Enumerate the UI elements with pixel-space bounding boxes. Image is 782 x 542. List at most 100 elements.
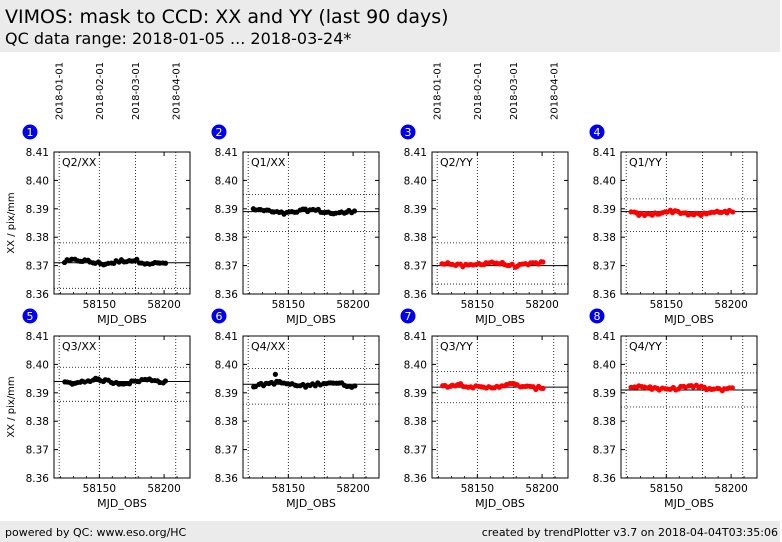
plot-frame <box>53 151 191 295</box>
y-tick-label: 8.40 <box>593 359 616 371</box>
plot-frame <box>53 335 191 479</box>
x-tick-label: 58150 <box>272 299 305 311</box>
plot-frame <box>431 151 569 295</box>
date-tick-label: 2018-02-01 <box>473 62 484 120</box>
data-point <box>352 383 358 389</box>
x-tick-label: 58200 <box>147 483 180 495</box>
x-tick-label: 58200 <box>525 483 558 495</box>
y-tick-label: 8.41 <box>26 331 49 343</box>
y-tick-label: 8.37 <box>215 445 238 457</box>
y-tick-label: 8.39 <box>215 388 238 400</box>
data-point <box>730 209 736 215</box>
y-tick-label: 8.40 <box>404 359 427 371</box>
x-tick-label: 58200 <box>336 299 369 311</box>
x-axis-label: MJD_OBS <box>475 497 525 510</box>
y-tick-label: 8.37 <box>404 261 427 273</box>
panel-label: Q2/XX <box>62 156 97 169</box>
x-axis-label: MJD_OBS <box>286 497 336 510</box>
x-axis-label: MJD_OBS <box>664 497 714 510</box>
panel-badge-number: 2 <box>216 126 223 139</box>
plot-frame <box>242 151 380 295</box>
y-tick-label: 8.38 <box>404 416 427 428</box>
x-tick-label: 58200 <box>525 299 558 311</box>
y-tick-label: 8.38 <box>215 232 238 244</box>
plot-frame <box>620 151 758 295</box>
y-tick-label: 8.36 <box>26 289 50 301</box>
y-tick-label: 8.37 <box>215 261 238 273</box>
panel-badge-number: 8 <box>594 310 601 323</box>
panel-label: Q4/XX <box>251 340 286 353</box>
date-tick-label: 2018-04-01 <box>171 62 182 120</box>
y-tick-label: 8.37 <box>26 261 49 273</box>
date-tick-label: 2018-02-01 <box>95 62 106 120</box>
panel-label: Q3/XX <box>62 340 97 353</box>
panel-badge-number: 3 <box>405 126 412 139</box>
data-point <box>540 259 546 265</box>
header-bar: VIMOS: mask to CCD: XX and YY (last 90 d… <box>0 0 780 52</box>
x-tick-label: 58150 <box>650 299 683 311</box>
date-tick-label: 2018-01-01 <box>55 62 66 120</box>
footer-created-by: created by trendPlotter v3.7 on 2018-04-… <box>481 526 778 539</box>
panel-badge-number: 7 <box>405 310 412 323</box>
y-tick-label: 8.36 <box>215 289 239 301</box>
panel-badge <box>400 124 416 140</box>
x-tick-label: 58200 <box>714 483 747 495</box>
y-tick-label: 8.36 <box>215 473 239 485</box>
y-tick-label: 8.39 <box>593 204 616 216</box>
panel-badge-number: 1 <box>27 126 34 139</box>
y-tick-label: 8.39 <box>26 204 49 216</box>
y-tick-label: 8.39 <box>404 204 427 216</box>
panel-badge <box>22 308 38 324</box>
x-tick-label: 58150 <box>272 483 305 495</box>
x-axis-label: MJD_OBS <box>664 313 714 326</box>
y-tick-label: 8.36 <box>404 289 428 301</box>
y-axis-label: XX / pix/mm <box>6 376 17 437</box>
x-axis-label: MJD_OBS <box>475 313 525 326</box>
y-tick-label: 8.37 <box>404 445 427 457</box>
y-tick-label: 8.41 <box>404 331 427 343</box>
x-axis-label: MJD_OBS <box>97 497 147 510</box>
y-tick-label: 8.41 <box>404 147 427 159</box>
plot-frame <box>620 335 758 479</box>
y-tick-label: 8.41 <box>215 147 238 159</box>
panel-label: Q2/YY <box>440 156 473 169</box>
y-tick-label: 8.41 <box>215 331 238 343</box>
x-tick-label: 58200 <box>714 299 747 311</box>
x-axis-label: MJD_OBS <box>97 313 147 326</box>
outlier-point <box>272 371 278 377</box>
y-tick-label: 8.36 <box>593 473 617 485</box>
y-tick-label: 8.36 <box>404 473 428 485</box>
panel-badge <box>589 124 605 140</box>
y-tick-label: 8.40 <box>215 175 238 187</box>
x-tick-label: 58150 <box>461 483 494 495</box>
y-tick-label: 8.40 <box>215 359 238 371</box>
panel-label: Q3/YY <box>440 340 473 353</box>
y-tick-label: 8.38 <box>215 416 238 428</box>
y-tick-label: 8.41 <box>26 147 49 159</box>
y-tick-label: 8.39 <box>26 388 49 400</box>
panel-badge-number: 5 <box>27 310 34 323</box>
y-tick-label: 8.40 <box>593 175 616 187</box>
data-point <box>162 260 169 266</box>
plot-frame <box>431 335 569 479</box>
y-tick-label: 8.40 <box>26 359 49 371</box>
x-axis-label: MJD_OBS <box>286 313 336 326</box>
panel-badge-number: 4 <box>594 126 601 139</box>
plot-frame <box>242 335 380 479</box>
y-tick-label: 8.39 <box>215 204 238 216</box>
panel-label: Q1/YY <box>629 156 662 169</box>
date-tick-label: 2018-03-01 <box>509 62 520 120</box>
y-tick-label: 8.41 <box>593 331 616 343</box>
footer-bar: powered by QC: www.eso.org/HC created by… <box>0 521 780 542</box>
y-tick-label: 8.36 <box>593 289 617 301</box>
data-point <box>134 256 140 262</box>
y-tick-label: 8.37 <box>593 261 616 273</box>
page-title: VIMOS: mask to CCD: XX and YY (last 90 d… <box>5 6 449 28</box>
y-tick-label: 8.38 <box>26 232 49 244</box>
y-tick-label: 8.37 <box>26 445 49 457</box>
y-tick-label: 8.38 <box>593 232 616 244</box>
y-tick-label: 8.38 <box>593 416 616 428</box>
x-tick-label: 58150 <box>83 483 116 495</box>
y-tick-label: 8.38 <box>404 232 427 244</box>
